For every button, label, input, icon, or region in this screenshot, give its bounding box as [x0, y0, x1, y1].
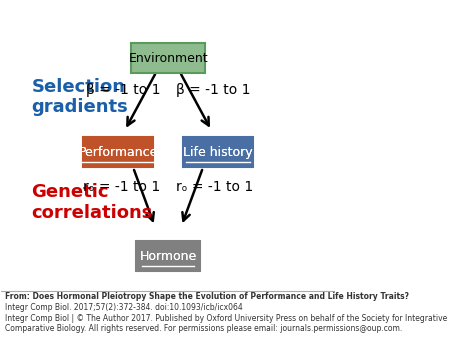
- Text: rₒ = -1 to 1: rₒ = -1 to 1: [176, 180, 253, 194]
- Text: From: Does Hormonal Pleiotropy Shape the Evolution of Performance and Life Histo: From: Does Hormonal Pleiotropy Shape the…: [4, 292, 409, 301]
- Text: Integr Comp Biol | © The Author 2017. Published by Oxford University Press on be: Integr Comp Biol | © The Author 2017. Pu…: [4, 314, 450, 322]
- Text: rₒ = -1 to 1: rₒ = -1 to 1: [83, 180, 160, 194]
- Text: Hormone: Hormone: [140, 250, 197, 263]
- FancyBboxPatch shape: [83, 137, 153, 167]
- Text: Hormone: Hormone: [140, 250, 197, 263]
- Text: Performance: Performance: [78, 146, 158, 159]
- Text: β = -1 to 1: β = -1 to 1: [86, 83, 160, 97]
- Text: Comparative Biology. All rights reserved. For permissions please email: journals: Comparative Biology. All rights reserved…: [4, 323, 402, 333]
- FancyBboxPatch shape: [136, 241, 200, 271]
- Text: Life history: Life history: [183, 146, 253, 159]
- FancyBboxPatch shape: [183, 137, 253, 167]
- Text: Environment: Environment: [128, 52, 208, 65]
- FancyBboxPatch shape: [131, 43, 205, 73]
- Text: Selection
gradients: Selection gradients: [32, 77, 128, 116]
- Text: β = -1 to 1: β = -1 to 1: [176, 83, 250, 97]
- Text: Integr Comp Biol. 2017;57(2):372-384. doi:10.1093/icb/icx064: Integr Comp Biol. 2017;57(2):372-384. do…: [4, 304, 243, 312]
- Text: Genetic
correlations: Genetic correlations: [32, 183, 153, 222]
- Text: Life history: Life history: [183, 146, 253, 159]
- Text: Performance: Performance: [78, 146, 158, 159]
